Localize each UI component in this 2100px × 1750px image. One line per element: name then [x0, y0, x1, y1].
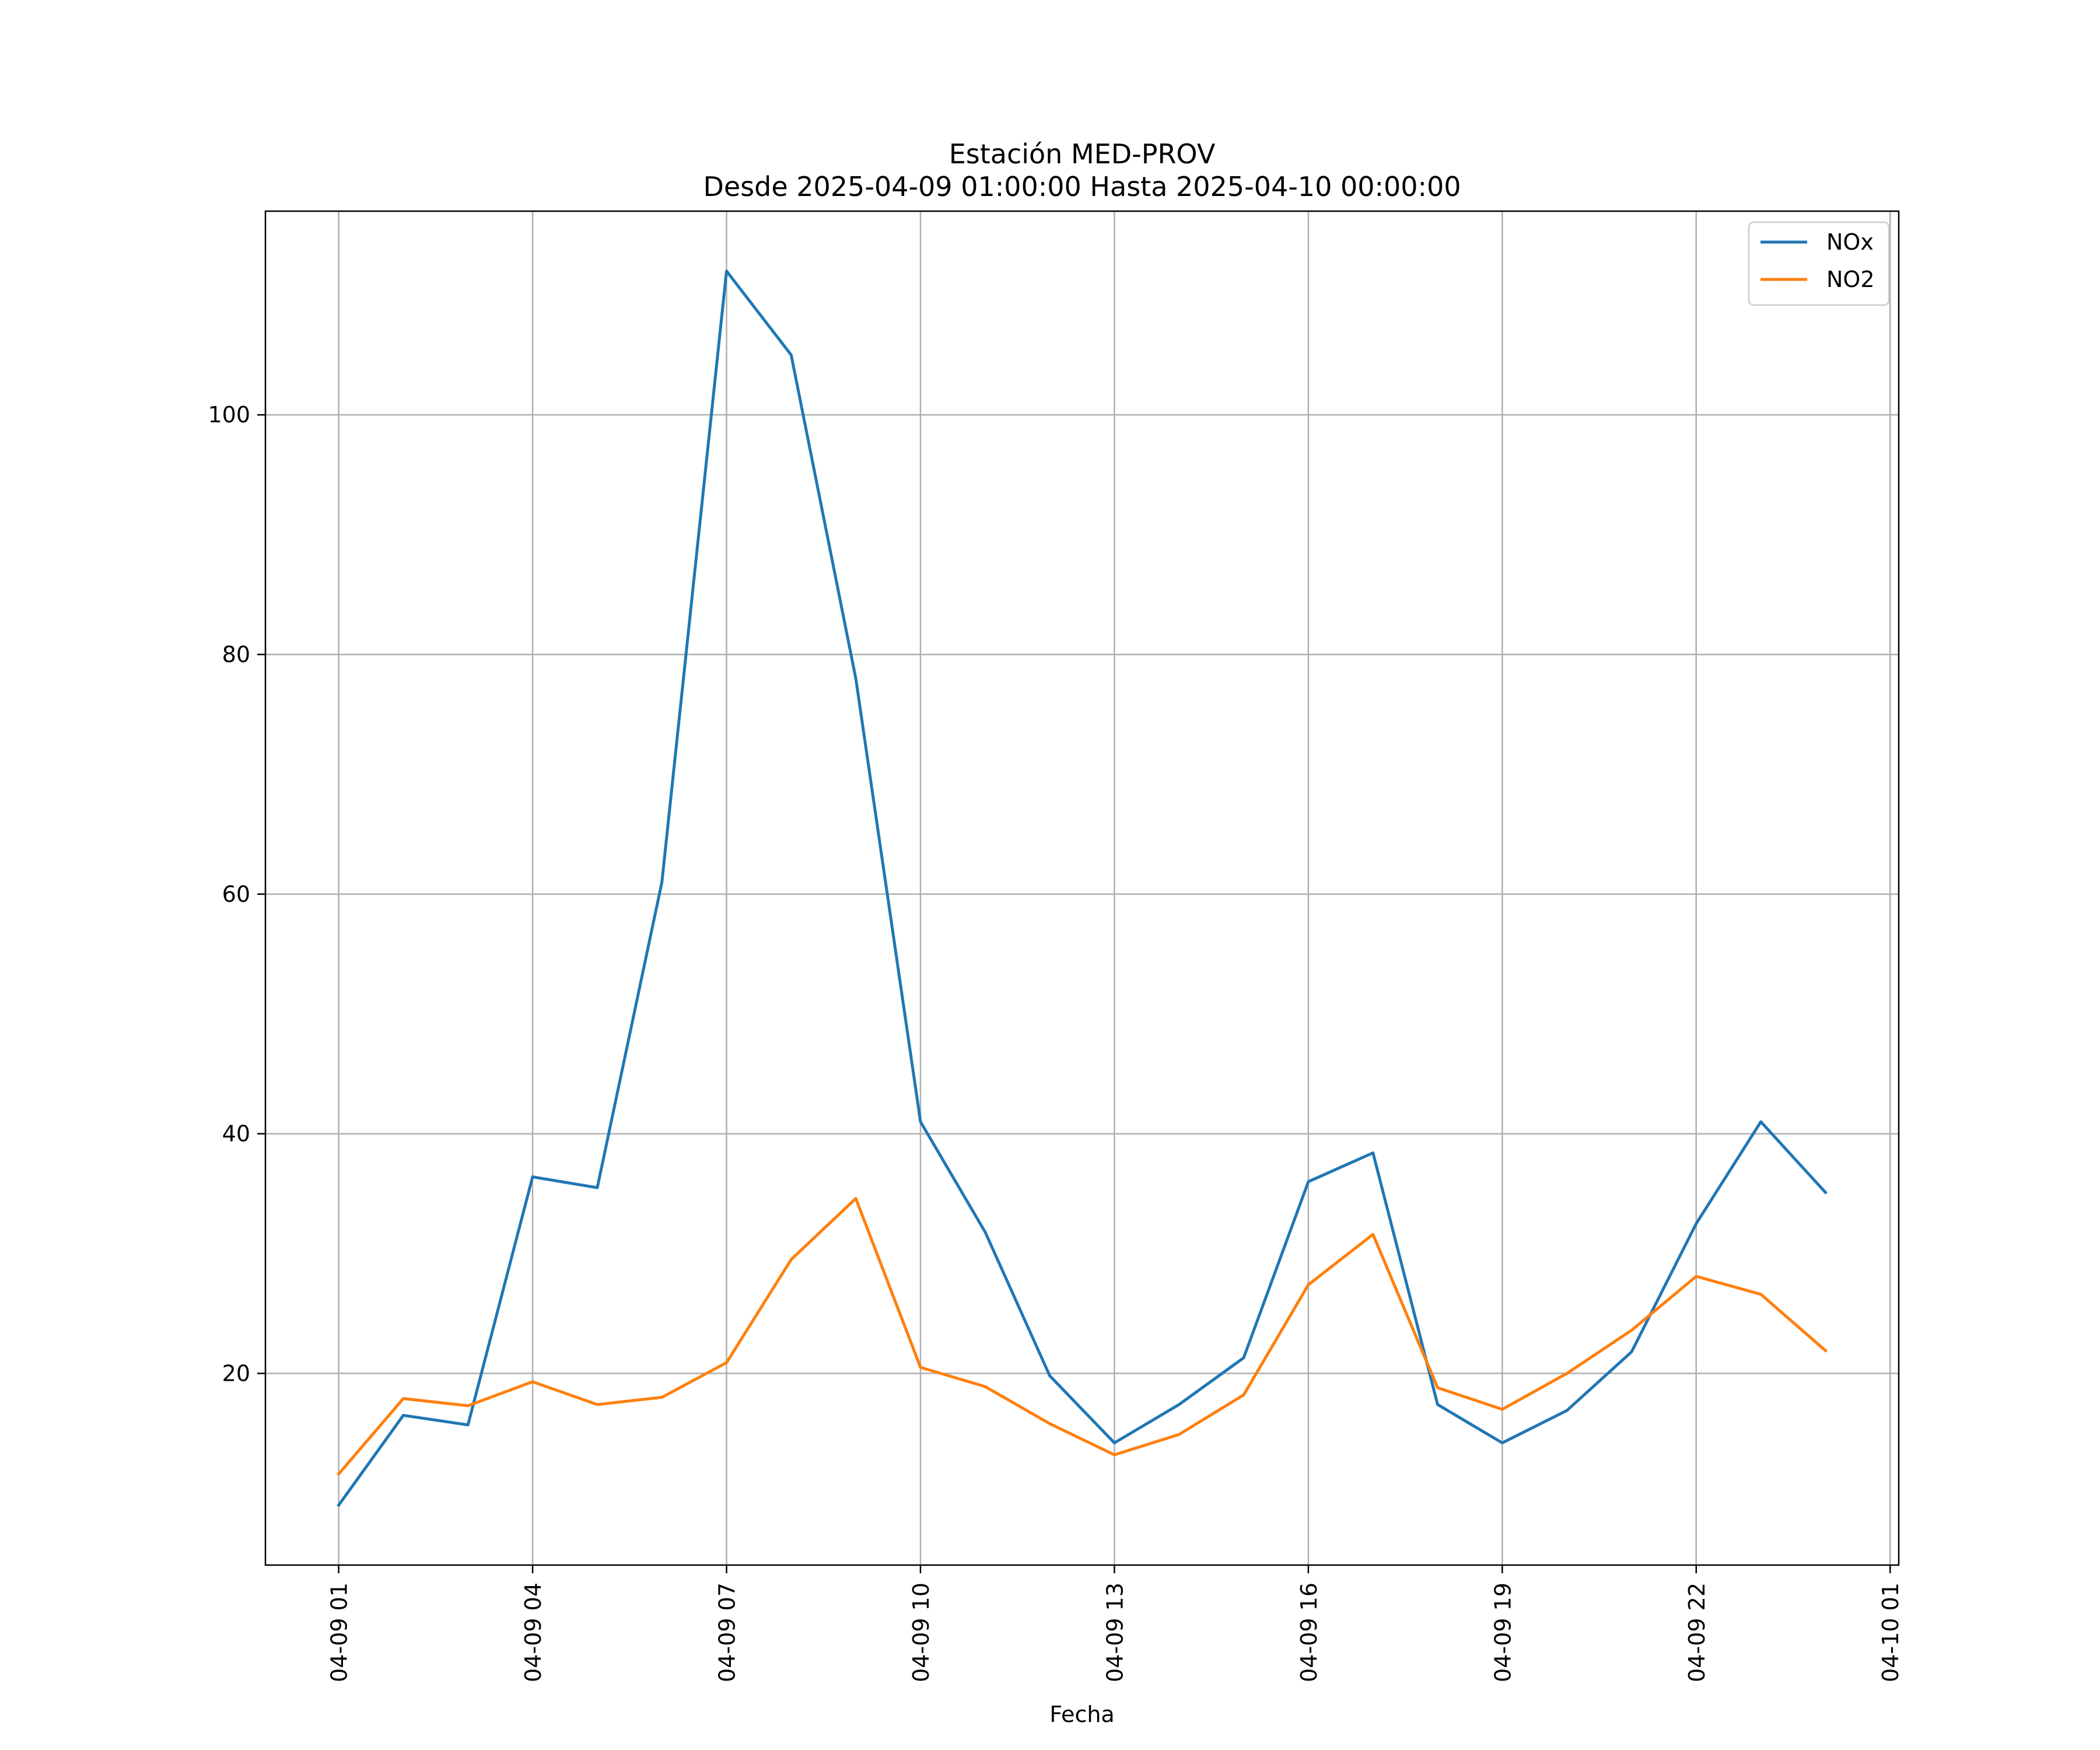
legend-label: NO2 [1826, 267, 1875, 292]
x-tick-label: 04-10 01 [1878, 1583, 1903, 1682]
plot-frame [264, 210, 1900, 1566]
chart-title: Estación MED-PROV [949, 138, 1216, 170]
grid-lines [265, 211, 1899, 1565]
x-tick-label: 04-09 22 [1684, 1583, 1710, 1682]
x-tick-label: 04-09 13 [1102, 1583, 1128, 1682]
legend: NOx NO2 [1748, 221, 1890, 306]
x-tick-label: 04-09 16 [1296, 1583, 1322, 1682]
y-tick-label: 80 [222, 642, 250, 667]
x-tick-label: 04-09 01 [327, 1583, 352, 1682]
x-tick-label: 04-09 10 [908, 1583, 934, 1682]
chart-subtitle: Desde 2025-04-09 01:00:00 Hasta 2025-04-… [703, 171, 1461, 202]
legend-label: NOx [1826, 229, 1874, 255]
y-tick-label: 60 [222, 881, 250, 907]
series-line-no2 [337, 1197, 1828, 1476]
y-tick-label: 20 [222, 1360, 250, 1386]
x-tick-label: 04-09 04 [520, 1583, 546, 1682]
x-axis-label: Fecha [1049, 1702, 1114, 1727]
y-tick-label: 40 [222, 1121, 250, 1147]
x-tick-label: 04-09 19 [1490, 1583, 1516, 1682]
x-tick-label: 04-09 07 [715, 1583, 740, 1682]
y-tick-label: 100 [208, 402, 250, 428]
axis-ticks: 04-09 01 04-09 04 04-09 07 04-09 10 04-09 13… [208, 402, 1903, 1682]
series-lines [337, 270, 1828, 1507]
series-line-nox [337, 270, 1828, 1507]
